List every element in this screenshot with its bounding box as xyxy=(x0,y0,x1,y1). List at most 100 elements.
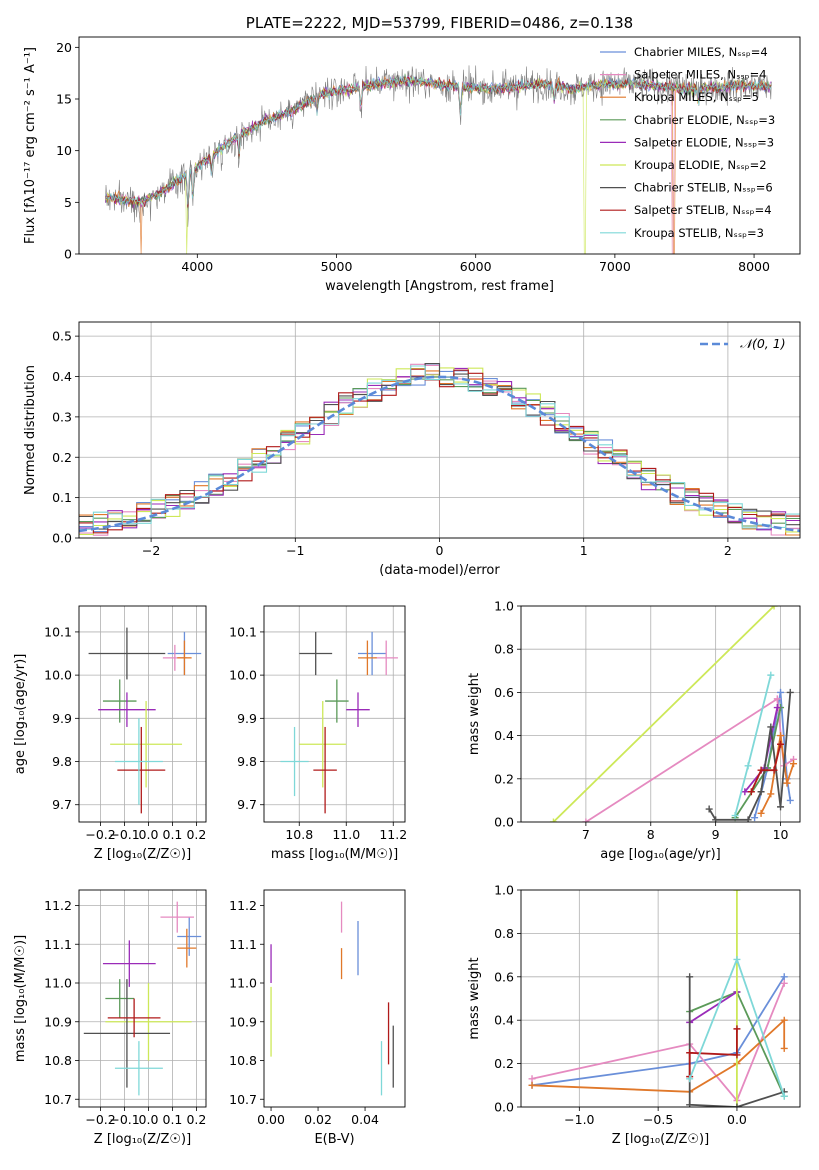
y-tick-label: 9.8 xyxy=(237,754,257,769)
series-line-chabrier_miles xyxy=(531,976,785,1087)
series-kroupa_miles xyxy=(757,732,798,817)
y-tick-label: 10.0 xyxy=(44,668,72,683)
series-marker-chabrier_stelib xyxy=(733,1103,741,1107)
series-marker-kroupa_miles xyxy=(528,1081,536,1089)
axes-frame xyxy=(263,605,406,823)
y-tick-label: 15 xyxy=(56,92,72,107)
y-tick-label: 9.9 xyxy=(237,711,257,726)
series-marker-kroupa_miles xyxy=(783,779,791,787)
y-tick-label: 10.8 xyxy=(229,1053,257,1068)
errorbar-chabrier_stelib xyxy=(299,631,333,676)
y-tick-label: 0.0 xyxy=(494,1100,514,1115)
x-tick-label: −2 xyxy=(142,543,160,558)
legend-label-chabrier_elodie: Chabrier ELODIE, Nₛₛₚ=3 xyxy=(634,113,775,127)
series-marker-salpeter_miles xyxy=(582,818,590,822)
x-axis-label: (data-model)/error xyxy=(379,563,500,578)
series-marker-chabrier_stelib xyxy=(744,816,752,822)
y-tick-label: 9.7 xyxy=(237,797,257,812)
errorbar-kroupa_stelib xyxy=(114,718,163,805)
y-tick-label: 0.4 xyxy=(494,728,514,743)
chart-title: PLATE=2222, MJD=53799, FIBERID=0486, z=0… xyxy=(246,14,633,32)
series-marker-kroupa_elodie xyxy=(770,606,778,610)
chart-mass_weight_vs_Z: −1.0 −0.5 0.0 0.0 0.2 0.4 0.6 0.8 1.0 Z [log₁₀(Z/… xyxy=(467,883,801,1147)
y-tick-label: 0.2 xyxy=(494,771,514,786)
errorbar-kroupa_elodie xyxy=(110,701,183,788)
x-axis-label: Z [log₁₀(Z/Z☉)] xyxy=(94,1132,191,1147)
legend-label-kroupa_stelib: Kroupa STELIB, Nₛₛₚ=3 xyxy=(634,226,764,240)
legend-label-chabrier_miles: Chabrier MILES, Nₛₛₚ=4 xyxy=(634,45,768,59)
y-tick-label: 10.0 xyxy=(229,668,257,683)
x-tick-label: −0.5 xyxy=(643,1112,673,1127)
series-marker-chabrier_miles xyxy=(751,814,759,822)
x-tick-label: 0 xyxy=(436,543,444,558)
x-tick-label: 1 xyxy=(580,543,588,558)
chart-mass_weight_vs_age: 7 8 9 10 0.0 0.2 0.4 0.6 0.8 1.0 age [log₁₀(age/yr… xyxy=(467,599,801,862)
x-tick-label: 11.0 xyxy=(332,827,360,842)
legend-label-chabrier_stelib: Chabrier STELIB, Nₛₛₚ=6 xyxy=(634,181,773,195)
x-tick-label: −0.1 xyxy=(109,827,139,842)
y-tick-label: 0.3 xyxy=(52,409,72,424)
series-marker-chabrier_stelib xyxy=(712,816,720,822)
series-marker-kroupa_miles xyxy=(767,790,775,798)
series-marker-kroupa_stelib xyxy=(731,812,739,820)
series-marker-kroupa_elodie xyxy=(549,818,557,822)
x-tick-label: −0.1 xyxy=(109,1112,139,1127)
y-tick-label: 0.1 xyxy=(52,490,72,505)
series-marker-chabrier_stelib xyxy=(786,688,794,696)
series-line-kroupa_stelib xyxy=(734,674,772,816)
x-tick-label: 0.0 xyxy=(139,1112,159,1127)
x-tick-label: 0.0 xyxy=(139,827,159,842)
chart-mass_vs_Z: −0.2−0.10.0 0.1 0.2 10.7 10.8 10.9 11.0 11.1 11.… xyxy=(13,889,207,1147)
plot-area-mass_weight_vs_age xyxy=(549,606,798,822)
series-line-salpeter_elodie xyxy=(689,991,738,1024)
axes-frame xyxy=(78,889,207,1108)
y-axis-label: Flux [fλ10⁻¹⁷ erg cm⁻² s⁻¹ A⁻¹] xyxy=(23,47,38,244)
y-tick-label: 0 xyxy=(64,247,72,262)
y-tick-label: 10.1 xyxy=(229,624,257,639)
series-marker-salpeter_elodie xyxy=(741,788,749,796)
y-tick-label: 11.2 xyxy=(44,898,72,913)
errorbar-salpeter_stelib xyxy=(313,726,337,814)
series-marker-salpeter_stelib xyxy=(757,766,765,774)
errorbar-chabrier_stelib xyxy=(88,627,166,680)
axes-frame xyxy=(78,605,207,823)
series-marker-chabrier_miles xyxy=(786,796,794,804)
series-line-salpeter_stelib xyxy=(750,743,782,793)
series-kroupa_elodie xyxy=(549,606,778,822)
series-kroupa_stelib xyxy=(731,671,775,820)
y-tick-label: 9.7 xyxy=(52,797,72,812)
series-marker-kroupa_stelib xyxy=(733,955,741,963)
y-tick-label: 0.2 xyxy=(494,1056,514,1071)
y-tick-label: 9.8 xyxy=(52,754,72,769)
x-tick-label: 4000 xyxy=(181,259,213,274)
errorbar-chabrier_elodie xyxy=(102,679,137,723)
x-tick-label: 0.04 xyxy=(351,1112,379,1127)
series-marker-kroupa_miles xyxy=(780,1044,788,1052)
x-tick-label: 0.1 xyxy=(163,827,183,842)
errorbar-kroupa_stelib xyxy=(114,1041,163,1096)
plot-area-age_vs_mass xyxy=(280,631,398,814)
series-marker-chabrier_stelib xyxy=(757,788,765,796)
errorbar-chabrier_stelib xyxy=(83,979,171,1088)
series-chabrier_stelib xyxy=(686,973,788,1107)
plot-area-mass_weight_vs_Z xyxy=(528,890,788,1107)
series-marker-salpeter_elodie xyxy=(773,704,781,712)
errorbar-chabrier_miles xyxy=(358,631,387,676)
series-marker-kroupa_miles xyxy=(780,1016,788,1024)
y-tick-label: 0.5 xyxy=(52,329,72,344)
errorbar-kroupa_miles xyxy=(358,640,377,676)
y-tick-label: 20 xyxy=(56,40,72,55)
chart-age_vs_Z: −0.2−0.10.0 0.1 0.2 9.7 9.8 9.9 10.0 10.1 Z [log… xyxy=(13,605,207,862)
series-marker-chabrier_miles xyxy=(780,973,788,981)
histogram-chabrier_stelib xyxy=(79,363,800,530)
x-axis-label: Z [log₁₀(Z/Z☉)] xyxy=(94,847,191,862)
y-axis-label: Normed distribution xyxy=(23,365,38,495)
axes-frame xyxy=(78,321,801,539)
model-spectrum-kroupa_stelib xyxy=(105,75,772,206)
x-tick-label: 11.2 xyxy=(379,827,407,842)
errorbar-chabrier_elodie xyxy=(105,979,135,1018)
series-line-salpeter_stelib xyxy=(688,1028,738,1077)
plot-area-residuals xyxy=(79,363,800,536)
series-marker-salpeter_miles xyxy=(528,1075,536,1083)
